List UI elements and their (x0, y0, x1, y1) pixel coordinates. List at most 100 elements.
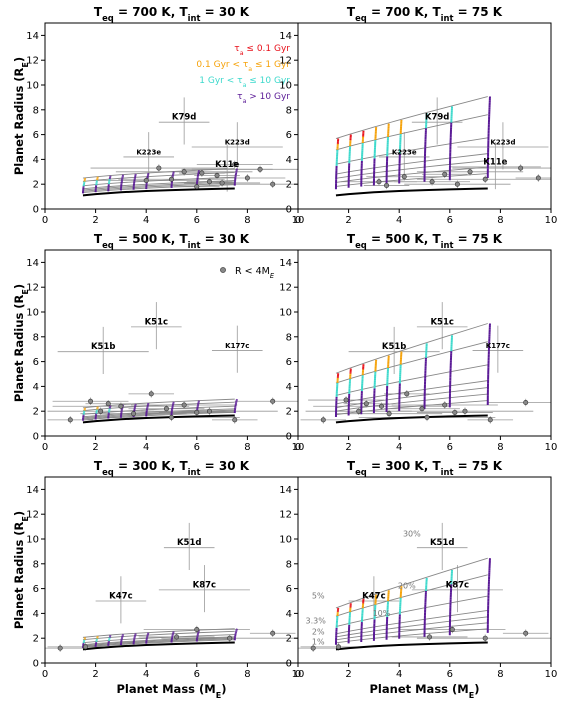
planet-point (88, 399, 92, 403)
legend-observed: R < 4ME (235, 266, 275, 280)
planet-point (271, 399, 275, 403)
planet-point (488, 418, 492, 422)
x-tick-label: 10 (545, 669, 558, 680)
x-tick-label: 0 (42, 215, 48, 226)
planet-point (182, 403, 186, 407)
x-tick-label: 0 (295, 215, 301, 226)
planet-point (164, 407, 168, 411)
legend-point-marker (220, 267, 225, 272)
envelope-fraction-label: 10% (373, 609, 391, 618)
planet-point (207, 180, 211, 184)
planet-point (311, 646, 315, 650)
planet-point (195, 627, 199, 631)
x-tick-label: 4 (396, 442, 402, 453)
planet-label: K79d (425, 113, 450, 123)
planet-point (379, 404, 383, 408)
planet-point (271, 631, 275, 635)
y-tick-label: 10 (279, 535, 292, 546)
x-tick-label: 6 (447, 442, 453, 453)
iso-fraction-line (336, 342, 488, 383)
panel-title: Teq = 300 K, Tint = 30 K (94, 459, 250, 477)
planet-label: K223d (225, 139, 250, 147)
planet-point (405, 392, 409, 396)
planet-point (443, 172, 447, 176)
planet-label: K51c (430, 317, 453, 327)
x-tick-label: 4 (396, 669, 402, 680)
planet-label: K51d (430, 538, 455, 548)
legend-item: τa > 10 Gyr (237, 92, 290, 105)
x-tick-label: 8 (244, 669, 250, 680)
y-tick-label: 6 (33, 584, 39, 595)
y-tick-label: 14 (279, 485, 292, 496)
planet-point (98, 409, 102, 413)
y-tick-label: 0 (33, 205, 39, 216)
planet-point (402, 175, 406, 179)
iso-fraction-line (336, 617, 488, 637)
planet-point (524, 631, 528, 635)
planet-point (536, 176, 540, 180)
planet-point (169, 415, 173, 419)
x-tick-label: 6 (194, 669, 200, 680)
x-tick-label: 2 (345, 669, 351, 680)
y-tick-label: 6 (286, 357, 292, 368)
y-tick-label: 2 (286, 407, 292, 418)
planet-point (364, 402, 368, 406)
planet-label: K47c (362, 592, 385, 602)
panel-title: Teq = 700 K, Tint = 75 K (347, 5, 503, 23)
planet-point (245, 176, 249, 180)
planet-point (336, 645, 340, 649)
x-tick-label: 0 (295, 442, 301, 453)
envelope-fraction-label: 20% (398, 582, 416, 591)
y-tick-label: 0 (33, 659, 39, 670)
planet-point (455, 182, 459, 186)
planet-point (420, 407, 424, 411)
y-tick-label: 8 (286, 332, 292, 343)
y-tick-label: 10 (279, 308, 292, 319)
envelope-fraction-label: 3.3% (306, 616, 327, 625)
y-tick-label: 14 (26, 31, 39, 42)
planet-point (106, 402, 110, 406)
y-tick-label: 6 (286, 130, 292, 141)
y-tick-label: 10 (26, 81, 39, 92)
x-tick-label: 8 (244, 215, 250, 226)
y-tick-label: 2 (33, 180, 39, 191)
panel-title: Teq = 300 K, Tint = 75 K (347, 459, 503, 477)
planet-label: K11e (483, 157, 507, 167)
planet-point (321, 418, 325, 422)
planet-label: K79d (172, 113, 197, 123)
planet-point (131, 411, 135, 415)
planet-label: K47c (109, 592, 132, 602)
planet-point (463, 409, 467, 413)
x-tick-label: 2 (345, 215, 351, 226)
x-tick-label: 2 (92, 215, 98, 226)
planet-point (384, 183, 388, 187)
x-tick-label: 0 (42, 669, 48, 680)
planet-point (174, 635, 178, 639)
y-tick-label: 14 (26, 258, 39, 269)
x-tick-label: 8 (497, 215, 503, 226)
x-axis-label: Planet Mass (ME) (117, 682, 227, 698)
y-tick-label: 4 (33, 609, 39, 620)
planet-label: K223e (136, 148, 161, 156)
planet-point (220, 181, 224, 185)
planet-point (227, 636, 231, 640)
iso-fraction-line (336, 115, 488, 150)
planet-point (200, 171, 204, 175)
envelope-fraction-label: 2% (312, 627, 325, 636)
planet-point (58, 646, 62, 650)
panel-frame (45, 477, 298, 663)
y-tick-label: 8 (33, 559, 39, 570)
rocky-core-line (336, 643, 488, 650)
y-tick-label: 2 (286, 180, 292, 191)
x-tick-label: 4 (143, 215, 149, 226)
envelope-fraction-label: 5% (312, 592, 325, 601)
planet-point (83, 645, 87, 649)
planet-label: K51d (177, 538, 202, 548)
x-tick-label: 6 (194, 442, 200, 453)
iso-fraction-line (336, 324, 488, 374)
y-tick-label: 2 (33, 634, 39, 645)
